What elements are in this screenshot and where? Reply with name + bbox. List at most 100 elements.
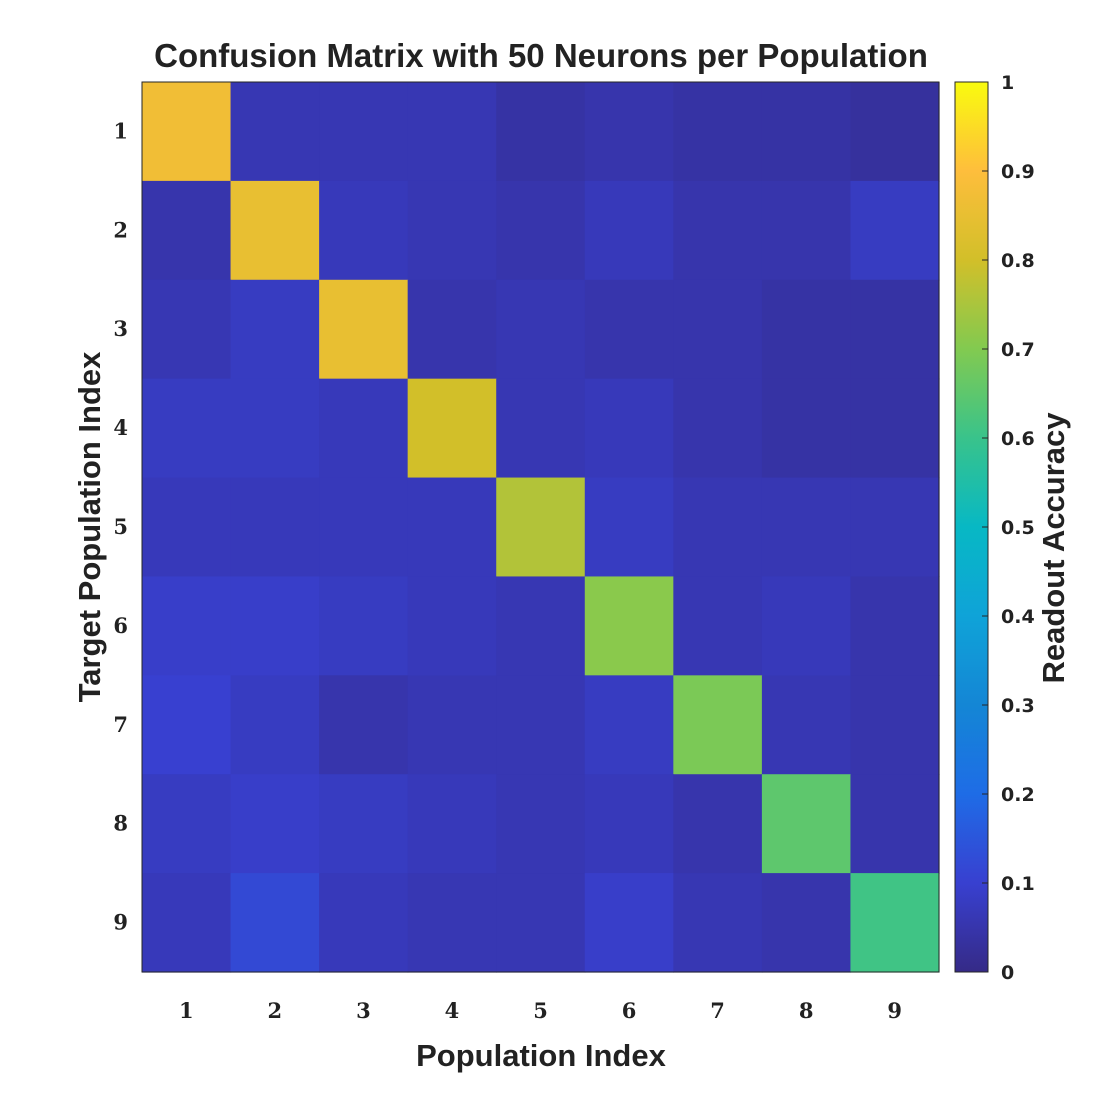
heatmap-cell <box>584 576 674 676</box>
y-tick-label: 6 <box>113 613 128 638</box>
heatmap-cell <box>407 82 497 182</box>
heatmap-cell <box>407 378 497 479</box>
heatmap-cell <box>673 82 763 182</box>
heatmap-cell <box>496 279 586 380</box>
colorbar-tick-label: 0.6 <box>1001 428 1035 450</box>
heatmap-cell <box>319 477 409 578</box>
heatmap-cell <box>496 378 586 479</box>
x-tick-label: 6 <box>622 998 637 1023</box>
heatmap-cell <box>407 279 497 380</box>
y-tick-label: 5 <box>113 514 128 539</box>
heatmap-cell <box>142 873 232 973</box>
colorbar-tick-label: 0.5 <box>1001 517 1035 539</box>
heatmap-cell <box>850 675 940 775</box>
x-tick-labels: 1 2 3 4 5 6 7 8 9 <box>179 998 902 1023</box>
heatmap-cell <box>407 774 497 874</box>
heatmap-cell <box>673 180 763 281</box>
heatmap-cell <box>673 774 763 874</box>
heatmap-cell <box>761 774 852 874</box>
heatmap-cell <box>584 873 674 973</box>
heatmap-cell <box>319 576 409 676</box>
heatmap-cell <box>850 873 940 973</box>
y-tick-label: 4 <box>113 415 128 440</box>
heatmap-cell <box>496 180 586 281</box>
chart-title: Confusion Matrix with 50 Neurons per Pop… <box>154 37 928 74</box>
heatmap-cell <box>850 279 940 380</box>
heatmap-cell <box>496 873 586 973</box>
heatmap-cell <box>230 477 320 578</box>
heatmap-cell <box>761 873 852 973</box>
heatmap-cell <box>407 675 497 775</box>
colorbar-tick-label: 0.2 <box>1001 784 1035 806</box>
y-tick-label: 7 <box>113 712 128 737</box>
heatmap-cell <box>319 82 409 182</box>
heatmap-cell <box>496 477 586 578</box>
heatmap-cell <box>850 180 940 281</box>
heatmap-cell <box>584 279 674 380</box>
heatmap-cell <box>142 576 232 676</box>
heatmap-cell <box>407 576 497 676</box>
x-tick-label: 5 <box>533 998 548 1023</box>
heatmap-cell <box>142 378 232 479</box>
heatmap-cell <box>584 774 674 874</box>
heatmap-cell <box>761 477 852 578</box>
heatmap-cell <box>230 82 320 182</box>
colorbar-tick-label: 0.8 <box>1001 250 1035 272</box>
heatmap-cell <box>761 576 852 676</box>
heatmap-cell <box>761 675 852 775</box>
heatmap-cell <box>584 477 674 578</box>
heatmap-cell <box>673 576 763 676</box>
heatmap-cell <box>319 378 409 479</box>
x-tick-label: 1 <box>179 998 194 1023</box>
colorbar-tick-label: 0 <box>1001 962 1014 984</box>
heatmap-cell <box>850 378 940 479</box>
heatmap-cell <box>230 279 320 380</box>
colorbar-tick-label: 0.7 <box>1001 339 1035 361</box>
heatmap-cell <box>761 180 852 281</box>
heatmap-cell <box>584 675 674 775</box>
heatmap-cell <box>407 477 497 578</box>
heatmap-cell <box>142 279 232 380</box>
heatmap-cell <box>319 774 409 874</box>
x-axis-label: Population Index <box>416 1038 666 1073</box>
heatmap-cell <box>761 82 852 182</box>
heatmap-cell <box>673 873 763 973</box>
heatmap-cell <box>673 477 763 578</box>
heatmap-cell <box>142 774 232 874</box>
heatmap-cell <box>230 675 320 775</box>
heatmap-cell <box>230 774 320 874</box>
colorbar-label: Readout Accuracy <box>1036 412 1071 684</box>
heatmap-cell <box>142 477 232 578</box>
heatmap-cell <box>496 576 586 676</box>
y-tick-label: 1 <box>113 118 128 143</box>
heatmap-cell <box>584 378 674 479</box>
heatmap-cell <box>230 180 320 281</box>
colorbar-tick-label: 0.1 <box>1001 873 1035 895</box>
heatmap-cell <box>850 576 940 676</box>
heatmap-cell <box>319 180 409 281</box>
heatmap-cell <box>496 774 586 874</box>
heatmap-cell <box>407 873 497 973</box>
x-tick-label: 8 <box>799 998 814 1023</box>
colorbar-tick-label: 0.4 <box>1001 606 1035 628</box>
x-tick-label: 7 <box>710 998 725 1023</box>
y-axis-label: Target Population Index <box>72 351 107 703</box>
heatmap-cell <box>496 82 586 182</box>
heatmap-cell <box>142 675 232 775</box>
y-tick-labels: 1 2 3 4 5 6 7 8 9 <box>113 118 128 934</box>
x-tick-label: 3 <box>356 998 371 1023</box>
colorbar: 0 0.1 0.2 0.3 0.4 0.5 0.6 0.7 0.8 0.9 1 <box>954 72 1035 984</box>
y-tick-label: 9 <box>113 910 128 935</box>
heatmap-cell <box>319 675 409 775</box>
heatmap-cell <box>142 180 232 281</box>
x-tick-label: 2 <box>268 998 283 1023</box>
heatmap-cell <box>319 279 409 380</box>
heatmap-cell <box>673 675 763 775</box>
y-tick-label: 8 <box>113 811 128 836</box>
heatmap-cell <box>761 378 852 479</box>
colorbar-tick-label: 1 <box>1001 72 1014 94</box>
y-tick-label: 2 <box>113 217 128 242</box>
heatmap-cell <box>407 180 497 281</box>
plot-frame <box>141 81 940 973</box>
